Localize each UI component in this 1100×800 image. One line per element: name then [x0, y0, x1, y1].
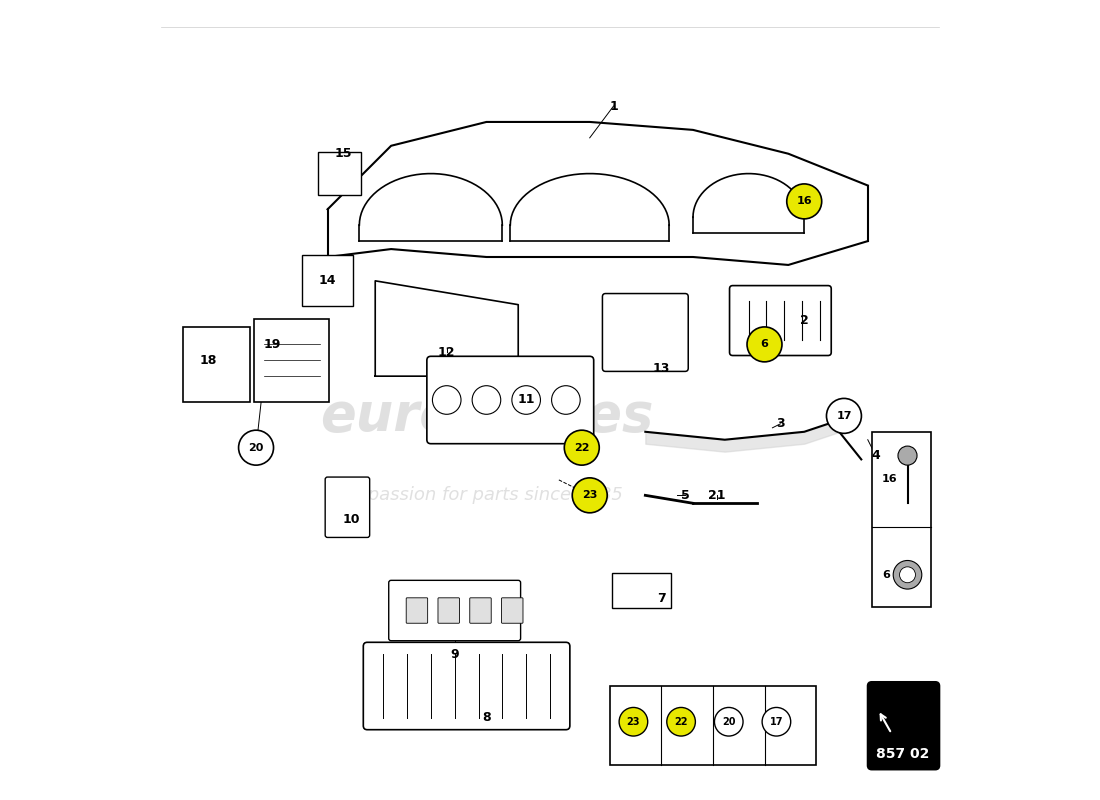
- Text: 2: 2: [800, 314, 808, 327]
- Text: 20: 20: [722, 717, 736, 726]
- FancyBboxPatch shape: [318, 152, 361, 195]
- Text: 17: 17: [836, 411, 851, 421]
- Text: 6: 6: [882, 570, 890, 580]
- Text: 18: 18: [200, 354, 217, 366]
- FancyBboxPatch shape: [427, 356, 594, 444]
- FancyBboxPatch shape: [363, 642, 570, 730]
- Bar: [872, 432, 932, 606]
- Text: 19: 19: [263, 338, 280, 351]
- FancyBboxPatch shape: [612, 573, 671, 608]
- FancyBboxPatch shape: [502, 598, 522, 623]
- FancyBboxPatch shape: [406, 598, 428, 623]
- Text: 4: 4: [871, 449, 880, 462]
- Circle shape: [900, 567, 915, 582]
- Text: 11: 11: [517, 394, 535, 406]
- Text: 12: 12: [438, 346, 455, 359]
- Text: 6: 6: [760, 339, 769, 350]
- Text: eurospares: eurospares: [320, 390, 653, 442]
- Circle shape: [715, 707, 744, 736]
- Text: 1: 1: [609, 99, 618, 113]
- Text: 17: 17: [770, 717, 783, 726]
- Text: 10: 10: [342, 513, 360, 526]
- Text: 3: 3: [777, 418, 784, 430]
- Circle shape: [619, 707, 648, 736]
- Circle shape: [893, 561, 922, 589]
- Circle shape: [786, 184, 822, 219]
- Circle shape: [667, 707, 695, 736]
- FancyBboxPatch shape: [438, 598, 460, 623]
- Text: 9: 9: [450, 648, 459, 661]
- Text: 8: 8: [482, 711, 491, 724]
- FancyBboxPatch shape: [388, 580, 520, 641]
- Circle shape: [762, 707, 791, 736]
- Text: 7: 7: [657, 592, 665, 605]
- FancyBboxPatch shape: [254, 319, 329, 402]
- Text: 14: 14: [319, 274, 337, 287]
- FancyBboxPatch shape: [868, 682, 939, 770]
- Text: 23: 23: [627, 717, 640, 726]
- Text: 857 02: 857 02: [876, 746, 930, 761]
- Text: 16: 16: [882, 474, 898, 485]
- Text: 15: 15: [334, 147, 352, 160]
- Text: 16: 16: [796, 196, 812, 206]
- Circle shape: [572, 478, 607, 513]
- Text: 20: 20: [249, 442, 264, 453]
- Text: 5: 5: [681, 489, 690, 502]
- Text: 13: 13: [652, 362, 670, 374]
- FancyBboxPatch shape: [603, 294, 689, 371]
- FancyBboxPatch shape: [302, 255, 353, 306]
- FancyBboxPatch shape: [326, 477, 370, 538]
- FancyBboxPatch shape: [183, 327, 250, 402]
- Text: 21: 21: [708, 489, 726, 502]
- Text: 22: 22: [674, 717, 688, 726]
- Circle shape: [564, 430, 600, 465]
- FancyBboxPatch shape: [729, 286, 832, 355]
- Text: 23: 23: [582, 490, 597, 500]
- Circle shape: [898, 446, 917, 465]
- Circle shape: [826, 398, 861, 434]
- Text: a passion for parts since 1985: a passion for parts since 1985: [351, 486, 623, 504]
- Circle shape: [239, 430, 274, 465]
- FancyBboxPatch shape: [470, 598, 492, 623]
- Text: 22: 22: [574, 442, 590, 453]
- Bar: [609, 686, 816, 766]
- Circle shape: [747, 327, 782, 362]
